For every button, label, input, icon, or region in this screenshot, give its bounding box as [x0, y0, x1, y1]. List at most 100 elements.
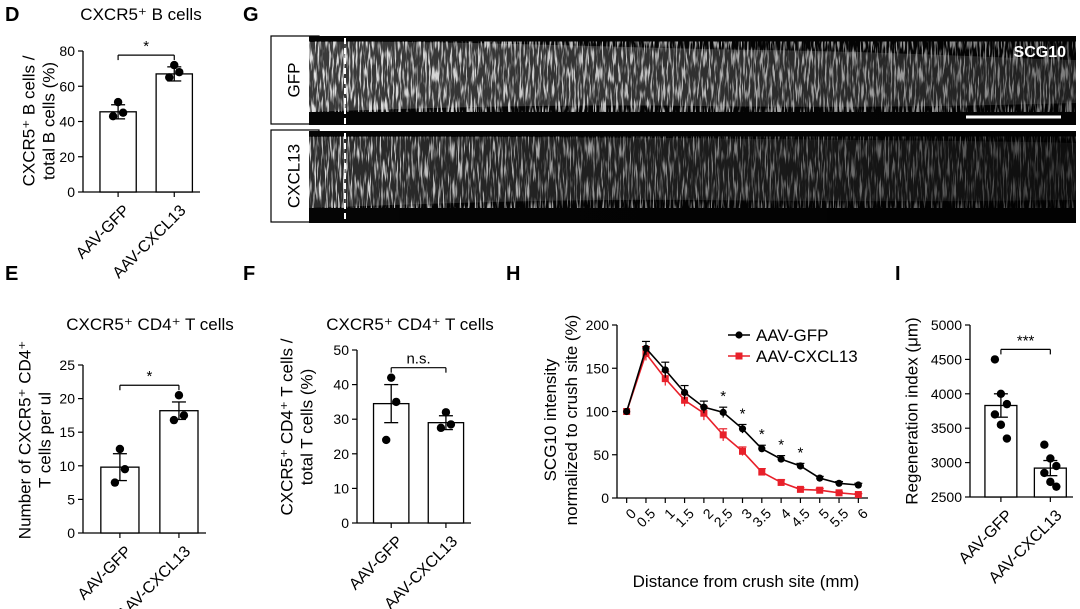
significance-label: *	[146, 368, 152, 385]
data-point	[996, 389, 1006, 398]
y-tick-label: 50	[333, 342, 349, 358]
micrograph-gfp: SCG10	[309, 36, 1076, 125]
category-label: AAV-GFP	[73, 202, 133, 262]
y-tick-label: 2500	[931, 489, 962, 505]
y-axis-label: total T cells (%)	[297, 369, 316, 486]
x-tick-label: 0.5	[633, 505, 658, 530]
panel-letter-i: I	[895, 263, 901, 285]
category-label: AAV-GFP	[75, 543, 135, 603]
y-tick-label: 3000	[931, 455, 962, 471]
y-tick-label: 20	[59, 391, 75, 407]
data-point	[816, 474, 824, 482]
data-point	[996, 420, 1006, 429]
y-axis-label: T cells per ul	[35, 392, 54, 488]
x-tick-label: 3.5	[749, 505, 774, 530]
legend-marker	[735, 352, 743, 360]
data-point	[1040, 440, 1049, 449]
y-tick-label: 40	[333, 377, 349, 393]
bar	[99, 111, 137, 193]
significance-label: *	[798, 444, 804, 461]
chart-title: CXCR5⁺ CD4⁺ T cells	[326, 315, 494, 334]
x-axis-label: Distance from crush site (mm)	[633, 572, 860, 591]
series-aav-gfp	[623, 340, 863, 489]
data-point	[661, 375, 669, 383]
panel-letter-e: E	[5, 263, 18, 285]
y-tick-label: 10	[59, 458, 75, 474]
y-tick-label: 0	[601, 490, 609, 506]
y-tick-label: 200	[586, 317, 610, 333]
row-label-cxcl13: CXCL13	[284, 144, 303, 208]
data-point	[175, 67, 184, 77]
legend-label: AAV-CXCL13	[756, 347, 858, 366]
y-axis-label: CXCR5⁺ CD4⁺ T cells /	[277, 338, 296, 515]
data-point	[777, 478, 785, 486]
x-tick-label: 4.5	[788, 505, 813, 530]
y-axis-label: total B cells (%)	[39, 62, 58, 180]
data-point	[681, 396, 689, 404]
y-axis-label: normalized to crush site (%)	[562, 315, 581, 526]
data-point	[623, 407, 631, 416]
data-point	[816, 486, 824, 494]
data-point	[170, 60, 179, 70]
y-tick-label: 50	[593, 447, 609, 463]
legend-marker	[735, 331, 743, 339]
data-point	[1052, 482, 1061, 491]
data-point	[108, 112, 118, 121]
micrograph-panel: GFP CXCL13 SCG10	[270, 35, 1076, 223]
micrograph-cxcl13	[309, 131, 1076, 223]
data-point	[1052, 461, 1061, 471]
y-tick-label: 10	[333, 480, 349, 496]
y-tick-label: 5000	[931, 317, 962, 333]
data-point	[113, 97, 123, 107]
data-point	[835, 479, 843, 487]
chart-title: CXCR5⁺ CD4⁺ T cells	[66, 315, 234, 334]
significance-label: *	[143, 38, 149, 55]
data-point	[758, 445, 766, 453]
data-point	[719, 408, 727, 416]
stain-label: SCG10	[1014, 44, 1067, 61]
y-axis-label: Regeneration index (μm)	[902, 317, 921, 504]
significance-label: *	[740, 405, 746, 422]
significance-label: ***	[1017, 332, 1035, 349]
y-tick-label: 100	[586, 404, 610, 420]
y-axis-label: CXCR5⁺ B cells /	[19, 55, 38, 186]
y-axis-label: SCG10 intensity	[541, 358, 560, 481]
data-point	[387, 373, 396, 382]
y-tick-label: 30	[333, 411, 349, 427]
data-point	[738, 425, 747, 433]
y-tick-label: 5	[67, 491, 75, 507]
data-point	[700, 403, 708, 411]
y-tick-label: 3500	[931, 420, 962, 436]
significance-label: *	[778, 437, 784, 454]
row-label-gfp: GFP	[284, 63, 303, 98]
data-point	[990, 355, 1000, 364]
data-point	[796, 462, 805, 470]
data-point	[661, 366, 669, 374]
data-point	[110, 478, 120, 487]
x-tick-label: 2.5	[711, 505, 736, 530]
data-point	[1002, 399, 1012, 409]
y-tick-label: 25	[59, 357, 75, 373]
y-tick-label: 20	[59, 149, 75, 165]
y-tick-label: 4500	[931, 351, 962, 367]
significance-label: *	[720, 388, 726, 405]
y-tick-label: 0	[341, 515, 349, 531]
bar	[159, 410, 199, 534]
y-tick-label: 15	[59, 424, 75, 440]
data-point	[796, 485, 804, 493]
data-point	[382, 435, 391, 445]
y-tick-label: 20	[333, 446, 349, 462]
data-point	[680, 388, 689, 397]
y-axis-label: Number of CXCR5⁺ CD4⁺	[15, 341, 34, 539]
y-tick-label: 150	[586, 360, 610, 376]
data-point	[436, 423, 446, 433]
data-point	[118, 108, 128, 117]
data-point	[1046, 454, 1055, 463]
data-point	[174, 391, 184, 400]
significance-label: *	[759, 426, 765, 443]
data-point	[165, 73, 174, 82]
